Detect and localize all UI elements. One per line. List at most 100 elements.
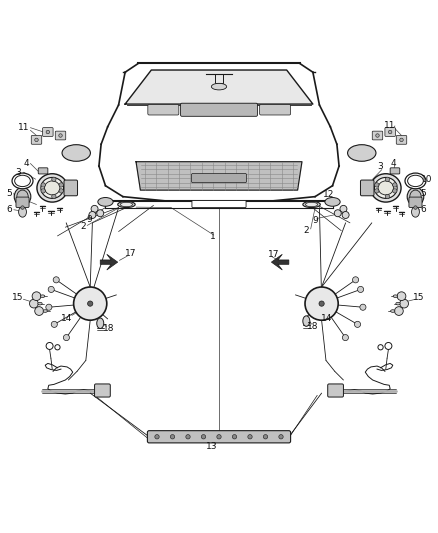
Text: 17: 17 (125, 249, 137, 258)
Text: 1: 1 (210, 232, 216, 241)
Text: 13: 13 (206, 442, 218, 451)
Ellipse shape (405, 173, 426, 189)
Circle shape (170, 434, 175, 439)
Circle shape (400, 138, 403, 142)
Circle shape (64, 335, 70, 341)
FancyBboxPatch shape (409, 197, 422, 207)
FancyBboxPatch shape (360, 180, 374, 196)
Circle shape (392, 183, 397, 187)
Circle shape (395, 306, 403, 316)
Ellipse shape (43, 310, 47, 312)
FancyBboxPatch shape (372, 131, 383, 140)
Ellipse shape (391, 310, 395, 312)
Circle shape (357, 286, 364, 293)
Circle shape (376, 134, 379, 138)
Text: 3: 3 (15, 168, 21, 177)
Text: 6: 6 (420, 205, 426, 214)
Circle shape (279, 434, 283, 439)
Text: 2: 2 (304, 226, 309, 235)
Text: 15: 15 (413, 294, 425, 302)
FancyBboxPatch shape (385, 128, 396, 136)
Ellipse shape (408, 175, 424, 187)
Ellipse shape (120, 203, 133, 207)
Ellipse shape (212, 83, 226, 90)
Circle shape (52, 195, 56, 199)
Circle shape (400, 299, 409, 308)
FancyBboxPatch shape (31, 135, 42, 144)
Circle shape (343, 335, 349, 341)
Ellipse shape (55, 345, 60, 350)
Circle shape (232, 434, 237, 439)
Circle shape (342, 212, 349, 219)
Text: 10: 10 (420, 175, 432, 184)
Circle shape (51, 321, 57, 327)
Circle shape (353, 277, 359, 283)
Ellipse shape (303, 201, 320, 207)
FancyBboxPatch shape (64, 180, 78, 196)
Circle shape (354, 321, 360, 327)
Text: 11: 11 (385, 122, 396, 131)
Ellipse shape (45, 181, 60, 195)
Ellipse shape (410, 190, 421, 203)
Text: 17: 17 (268, 250, 279, 259)
Circle shape (89, 212, 96, 219)
Circle shape (334, 210, 341, 217)
Circle shape (263, 434, 268, 439)
FancyBboxPatch shape (191, 174, 247, 183)
Polygon shape (272, 254, 289, 270)
Circle shape (155, 434, 159, 439)
Ellipse shape (97, 318, 104, 328)
Text: 4: 4 (391, 159, 396, 168)
Ellipse shape (14, 175, 30, 187)
Circle shape (52, 177, 56, 182)
Ellipse shape (37, 174, 67, 202)
FancyBboxPatch shape (328, 384, 343, 397)
Ellipse shape (412, 207, 420, 217)
Circle shape (21, 206, 24, 209)
Text: 18: 18 (307, 322, 318, 331)
Circle shape (389, 130, 392, 134)
Polygon shape (100, 254, 118, 270)
FancyBboxPatch shape (390, 168, 400, 174)
Circle shape (59, 134, 62, 138)
Ellipse shape (98, 198, 113, 206)
Ellipse shape (378, 345, 383, 350)
Circle shape (374, 183, 379, 187)
Text: 11: 11 (18, 123, 29, 132)
Circle shape (29, 299, 38, 308)
Circle shape (414, 206, 417, 209)
Ellipse shape (41, 177, 64, 198)
Text: 9: 9 (86, 215, 92, 224)
Circle shape (385, 195, 390, 199)
Circle shape (32, 292, 41, 301)
Circle shape (305, 287, 338, 320)
Circle shape (74, 287, 107, 320)
Text: 9: 9 (312, 216, 318, 225)
Circle shape (41, 189, 46, 193)
Ellipse shape (62, 144, 90, 161)
Text: 12: 12 (19, 197, 30, 206)
Circle shape (35, 306, 43, 316)
Text: 3: 3 (378, 163, 383, 172)
FancyBboxPatch shape (38, 168, 48, 174)
Ellipse shape (38, 302, 42, 305)
Ellipse shape (303, 316, 310, 326)
Circle shape (397, 292, 406, 301)
Ellipse shape (17, 190, 28, 203)
FancyBboxPatch shape (148, 431, 290, 443)
Circle shape (97, 210, 104, 217)
Polygon shape (125, 70, 313, 104)
FancyBboxPatch shape (260, 104, 290, 115)
Circle shape (46, 304, 52, 310)
Circle shape (53, 277, 59, 283)
Ellipse shape (378, 181, 393, 195)
Circle shape (59, 183, 64, 187)
Circle shape (374, 189, 379, 193)
Circle shape (91, 205, 98, 212)
Ellipse shape (371, 174, 401, 202)
Circle shape (201, 434, 206, 439)
FancyBboxPatch shape (148, 104, 179, 115)
Text: 18: 18 (103, 324, 115, 333)
Circle shape (41, 183, 46, 187)
Circle shape (59, 189, 64, 193)
